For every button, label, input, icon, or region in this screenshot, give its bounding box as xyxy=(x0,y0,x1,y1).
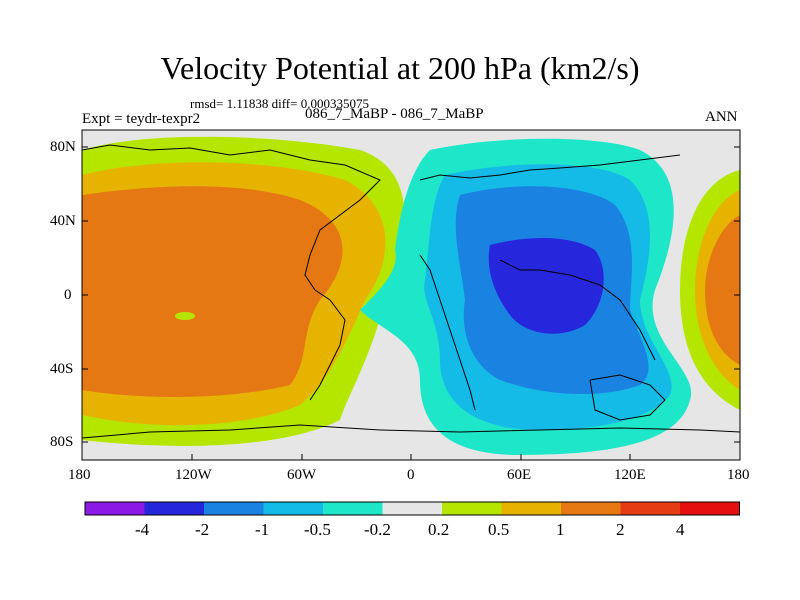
east-positive-contour-1 xyxy=(705,215,740,365)
colorbar-swatch xyxy=(263,502,323,515)
coastlines xyxy=(82,144,740,439)
lon-label: 120W xyxy=(175,467,212,483)
colorbar xyxy=(84,501,740,516)
coast-north-america xyxy=(82,144,381,291)
lon-label: 180 xyxy=(727,467,750,483)
lon-label: 60E xyxy=(507,467,532,483)
colorbar-swatch xyxy=(144,502,204,515)
colorbar-label: -1 xyxy=(255,520,270,539)
colorbar-label: 0.5 xyxy=(488,520,510,539)
colorbar-label: -0.5 xyxy=(304,520,331,539)
coast-africa xyxy=(419,254,476,411)
coast-asia xyxy=(499,259,656,361)
colorbar-label: 4 xyxy=(676,520,685,539)
colorbar-label: -0.2 xyxy=(364,520,391,539)
colorbar-swatch xyxy=(442,502,502,515)
colorbar-swatch xyxy=(620,502,680,515)
lon-label: 60W xyxy=(287,467,317,483)
lat-label: 80S xyxy=(50,434,74,450)
experiment-name: 086_7_MaBP - 086_7_MaBP xyxy=(305,106,484,122)
positive-contour-1 xyxy=(82,186,343,397)
negative-contour-2 xyxy=(488,238,604,334)
contour-field xyxy=(82,130,740,460)
colorbar-label: 0.2 xyxy=(428,520,450,539)
stats-text: rmsd= 1.11838 diff= 0.000335075 xyxy=(190,96,369,111)
lat-label: 40S xyxy=(50,361,74,377)
lat-label: 80N xyxy=(50,139,76,155)
colorbar-swatch xyxy=(204,502,264,515)
colorbar-swatch xyxy=(501,502,561,515)
coast-antarctica xyxy=(82,424,740,439)
lon-label: 180 xyxy=(68,467,91,483)
experiment-label: Expt = teydr-texpr2 xyxy=(82,111,201,127)
colorbar-label: 1 xyxy=(556,520,565,539)
colorbar-swatch xyxy=(561,502,621,515)
season-label: ANN xyxy=(705,109,738,125)
plot-title: Velocity Potential at 200 hPa (km2/s) xyxy=(160,50,640,86)
lon-label: 120E xyxy=(614,467,646,483)
lat-label: 0 xyxy=(64,287,72,303)
lon-label: 0 xyxy=(407,467,415,483)
colorbar-swatch xyxy=(382,502,442,515)
coast-south-america xyxy=(309,289,346,401)
colorbar-label: 2 xyxy=(616,520,625,539)
colorbar-swatch xyxy=(85,502,145,515)
lat-label: 40N xyxy=(50,213,76,229)
colorbar-frame xyxy=(84,501,740,516)
colorbar-label: -2 xyxy=(195,520,210,539)
positive-center-marker xyxy=(175,312,195,320)
colorbar-swatch xyxy=(680,502,740,515)
coast-europe xyxy=(419,154,681,181)
colorbar-swatch xyxy=(323,502,383,515)
axis-ticks xyxy=(81,146,741,460)
colorbar-label: -4 xyxy=(135,520,150,539)
coast-australia xyxy=(589,374,666,421)
